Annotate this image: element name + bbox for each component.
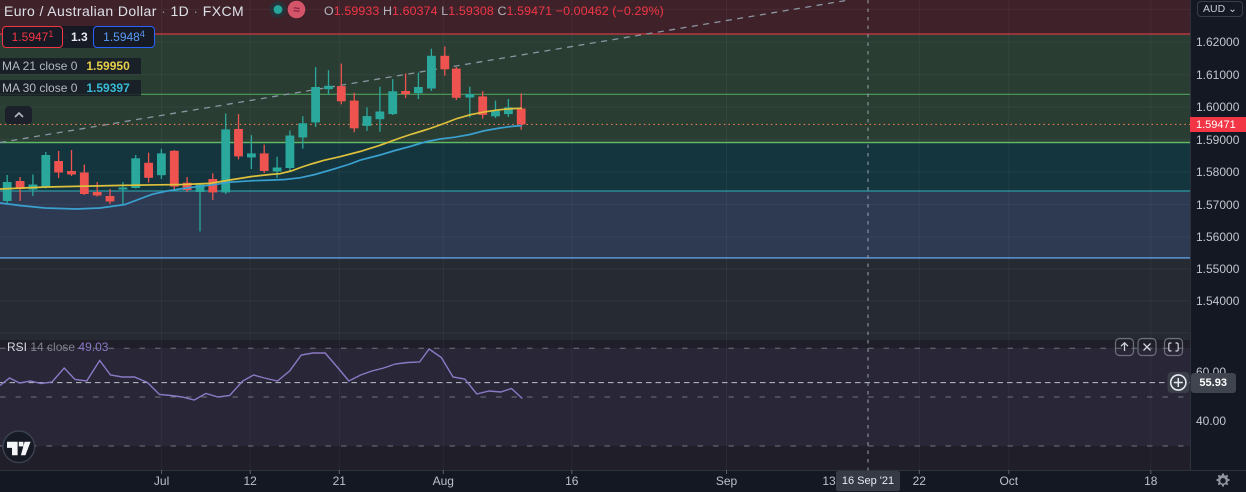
svg-text:≈: ≈ xyxy=(293,3,300,17)
